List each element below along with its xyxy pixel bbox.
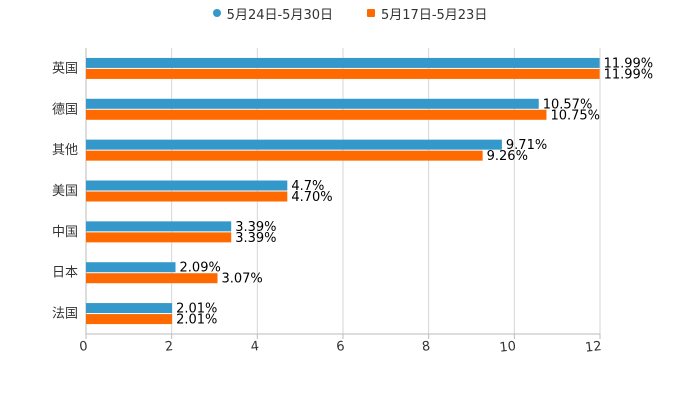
data-label-series-1-4: 3.39% — [235, 231, 276, 246]
bar-series-1-4 — [86, 232, 232, 243]
bar-series-0-5 — [86, 262, 176, 273]
category-label: 德国 — [52, 102, 78, 117]
data-label-series-0-0: 11.99% — [604, 56, 654, 71]
x-tick-label-6: 6 — [336, 339, 346, 355]
legend-circle-icon — [212, 9, 221, 17]
data-label-series-1-3: 4.70% — [291, 190, 332, 205]
category-label: 美国 — [52, 184, 78, 199]
data-label-series-0-5: 2.09% — [180, 261, 221, 276]
bar-series-0-4 — [86, 221, 232, 232]
data-label-series-0-3: 4.7% — [291, 179, 324, 194]
data-label-series-1-6: 2.01% — [176, 313, 217, 328]
labels-layer: 11.99%11.99% 10.57%10.75%9.71%9.26% 4.7%4.… — [176, 56, 653, 327]
x-tick-label-12: 12 — [584, 339, 602, 356]
legend: 5月24日-5月30日 5月17日-5月23日 — [0, 2, 700, 24]
grid-layer — [85, 48, 601, 334]
data-label-series-1-5: 3.07% — [221, 272, 262, 287]
legend-item-series-1[interactable]: 5月17日-5月23日 — [367, 4, 487, 23]
legend-square-icon — [367, 9, 375, 17]
bar-series-1-0 — [86, 68, 600, 79]
data-label-series-1-0: 11.99% — [604, 67, 654, 82]
category-label: 其他 — [52, 143, 78, 158]
bar-series-0-2 — [86, 139, 502, 150]
bar-series-0-3 — [86, 180, 288, 191]
legend-label-series-0: 5月24日-5月30日 — [226, 7, 333, 23]
category-label: 英国 — [52, 61, 78, 76]
bars-layer — [86, 57, 600, 325]
x-tick-label-8: 8 — [421, 339, 431, 355]
x-tick-label-2: 2 — [164, 339, 174, 355]
bar-series-1-1 — [86, 109, 547, 120]
data-label-series-0-1: 10.57% — [543, 97, 593, 112]
bar-series-1-5 — [86, 273, 218, 284]
bar-series-1-6 — [86, 314, 173, 325]
category-label: 日本 — [52, 266, 78, 281]
bar-series-0-1 — [86, 98, 539, 109]
bar-series-0-0 — [86, 57, 600, 68]
x-tick-label-10: 10 — [499, 339, 517, 356]
data-label-series-0-4: 3.39% — [235, 220, 276, 235]
data-label-series-1-2: 9.26% — [487, 149, 528, 164]
legend-item-series-0[interactable]: 5月24日-5月30日 — [212, 4, 333, 23]
bar-series-0-6 — [86, 303, 173, 314]
data-label-series-0-6: 2.01% — [176, 302, 217, 317]
category-label: 中国 — [52, 225, 78, 240]
x-tick-label-0: 0 — [79, 339, 89, 355]
category-label: 法国 — [52, 307, 78, 322]
legend-label-series-1: 5月17日-5月23日 — [381, 7, 488, 23]
data-label-series-0-2: 9.71% — [506, 138, 547, 153]
bar-series-1-3 — [86, 191, 288, 202]
data-label-series-1-1: 10.75% — [550, 108, 600, 123]
bar-series-1-2 — [86, 150, 483, 161]
x-tick-label-4: 4 — [250, 339, 260, 355]
